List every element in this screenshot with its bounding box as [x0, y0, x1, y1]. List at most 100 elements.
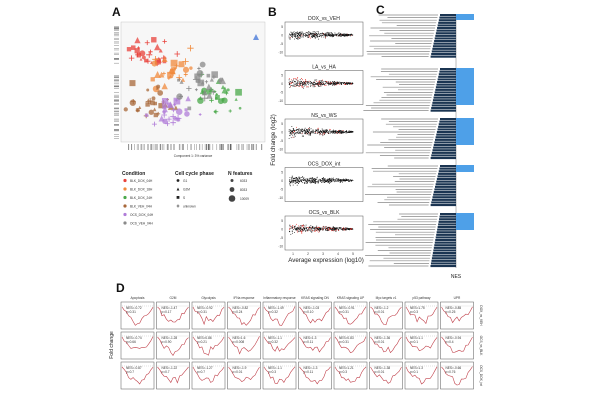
- ma-point: [297, 33, 299, 35]
- ma-point: [322, 34, 324, 36]
- ma-point: [321, 133, 323, 135]
- grid-column-header: IFNa response: [234, 296, 255, 300]
- ma-point: [296, 177, 298, 179]
- ma-point: [297, 84, 298, 86]
- ma-point: [314, 182, 316, 184]
- ma-point: [322, 226, 324, 228]
- ma-point: [308, 131, 310, 133]
- ma-point: [293, 133, 295, 135]
- nes-xlabel: NES: [451, 274, 462, 280]
- ma-point: [314, 37, 316, 39]
- ma-point: [302, 79, 304, 81]
- ma-point: [293, 84, 295, 86]
- enrichment-stat: p=0.01: [233, 370, 243, 374]
- pca-point: [134, 48, 140, 54]
- ma-point: [315, 179, 317, 180]
- nes-bar: [433, 249, 456, 252]
- ma-point: [352, 82, 354, 84]
- ma-point: [299, 228, 301, 230]
- ma-point: [338, 180, 339, 182]
- ma-point: [295, 85, 297, 87]
- ma-point: [292, 180, 294, 182]
- ma-point: [347, 227, 349, 229]
- ma-point: [334, 82, 336, 84]
- nes-bar: [434, 94, 456, 97]
- ma-point: [310, 227, 312, 228]
- ma-point: [319, 83, 320, 85]
- pca-point: [161, 82, 168, 90]
- ma-point: [296, 178, 298, 180]
- ma-point: [303, 84, 305, 86]
- ma-ytick: -10: [278, 148, 283, 152]
- ma-point: [341, 180, 343, 182]
- ma-point: [319, 178, 321, 180]
- ma-point: [297, 39, 299, 40]
- ma-point: [341, 83, 343, 85]
- ma-point: [322, 131, 324, 132]
- enrichment-cell-frame: [369, 361, 403, 390]
- ma-point: [295, 82, 297, 84]
- enrichment-stat: p=0.21: [197, 340, 207, 344]
- ma-point: [352, 34, 354, 36]
- ma-point: [299, 132, 301, 134]
- ma-point: [310, 180, 311, 182]
- ma-point: [290, 181, 291, 183]
- ma-point: [316, 33, 318, 35]
- ma-point: [302, 33, 304, 35]
- ma-point: [297, 37, 299, 39]
- ma-point: [338, 178, 339, 180]
- ma-point: [307, 228, 309, 230]
- ma-point: [312, 177, 314, 179]
- ma-point: [337, 227, 339, 229]
- phase-swatch: [176, 187, 180, 191]
- ma-point: [299, 133, 301, 134]
- ma-point: [324, 37, 326, 39]
- nes-bar: [431, 201, 456, 204]
- pca-point: [162, 104, 167, 109]
- ma-point: [341, 181, 343, 183]
- ma-point: [297, 179, 299, 180]
- enrichment-curve: [228, 336, 260, 355]
- ma-point: [342, 35, 344, 36]
- ma-point: [291, 232, 293, 234]
- pca-point: [158, 115, 165, 122]
- nes-bar: [431, 151, 456, 154]
- ma-ytick: 5: [281, 219, 283, 223]
- ma-point: [314, 79, 316, 81]
- ma-point: [343, 82, 345, 84]
- ma-point: [291, 181, 293, 183]
- ma-point: [296, 78, 298, 80]
- ma-point: [310, 181, 312, 183]
- pca-rug-x: [128, 144, 263, 150]
- ma-point: [349, 35, 351, 37]
- ma-point: [330, 34, 332, 36]
- enrichment-stat: NES=-1.28: [162, 336, 178, 340]
- pca-plot-area: [120, 21, 266, 143]
- ma-point: [295, 86, 297, 87]
- ma-point: [289, 224, 291, 226]
- nes-bar: [437, 128, 456, 131]
- ma-point: [312, 85, 314, 87]
- pca-point: [134, 36, 141, 44]
- nes-bar: [434, 141, 456, 144]
- ma-point: [327, 227, 329, 229]
- ma-point: [338, 180, 340, 182]
- nfeatures-swatch: [230, 179, 234, 182]
- enrichment-cell: NES=-0.72p=0.31: [120, 301, 155, 330]
- ma-point: [336, 178, 338, 180]
- ma-point: [297, 36, 299, 37]
- ma-point: [344, 33, 346, 35]
- ma-point: [297, 228, 299, 230]
- enrichment-cell-frame: [404, 331, 439, 360]
- ma-point: [349, 228, 351, 230]
- ma-point: [300, 36, 301, 38]
- pca-point: [206, 92, 213, 99]
- ma-ytick: -10: [278, 99, 283, 103]
- ma-point: [327, 35, 329, 36]
- enrichment-stat: p=0.7: [162, 370, 170, 374]
- nes-bar: [437, 27, 456, 30]
- ma-point: [302, 84, 304, 86]
- ma-point: [348, 130, 350, 132]
- ma-point: [333, 132, 335, 134]
- ma-point: [290, 130, 292, 132]
